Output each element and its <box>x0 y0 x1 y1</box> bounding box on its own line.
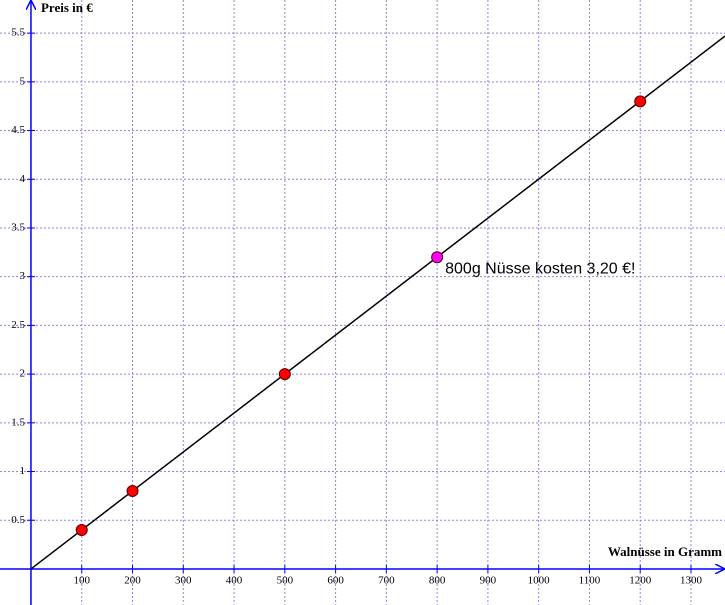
y-tick-label: 1.5 <box>11 416 25 428</box>
x-tick-label: 100 <box>73 574 90 586</box>
data-point <box>431 251 444 264</box>
data-point <box>126 485 139 498</box>
y-tick-label: 3 <box>19 270 25 282</box>
data-point <box>634 95 647 108</box>
y-tick-label: 2.5 <box>11 319 25 331</box>
x-tick-label: 400 <box>226 574 243 586</box>
x-tick-label: 1100 <box>579 574 601 586</box>
y-tick-label: 5.5 <box>11 27 25 39</box>
y-tick-label: 0.5 <box>11 514 25 526</box>
y-tick-label: 3.5 <box>11 222 25 234</box>
x-axis-title: Walnüsse in Gramm <box>608 544 722 559</box>
x-tick-label: 900 <box>480 574 497 586</box>
y-axis-title: Preis in € <box>41 0 93 15</box>
y-tick-label: 1 <box>19 465 25 477</box>
x-tick-label: 1200 <box>629 574 652 586</box>
x-tick-label: 500 <box>277 574 294 586</box>
x-tick-label: 1300 <box>680 574 703 586</box>
x-tick-label: 600 <box>327 574 344 586</box>
y-tick-label: 2 <box>19 368 25 380</box>
x-tick-label: 1000 <box>528 574 551 586</box>
data-point <box>278 368 291 381</box>
proportional-line <box>30 35 725 570</box>
x-tick-label: 200 <box>124 574 141 586</box>
annotation: 800g Nüsse kosten 3,20 €! <box>445 260 635 277</box>
y-tick-label: 4 <box>19 173 25 185</box>
x-tick-label: 800 <box>429 574 446 586</box>
y-tick-label: 4.5 <box>11 124 25 136</box>
y-tick-label: 5 <box>19 75 25 87</box>
data-point <box>75 523 88 536</box>
x-tick-label: 300 <box>175 574 192 586</box>
x-tick-label: 700 <box>378 574 395 586</box>
